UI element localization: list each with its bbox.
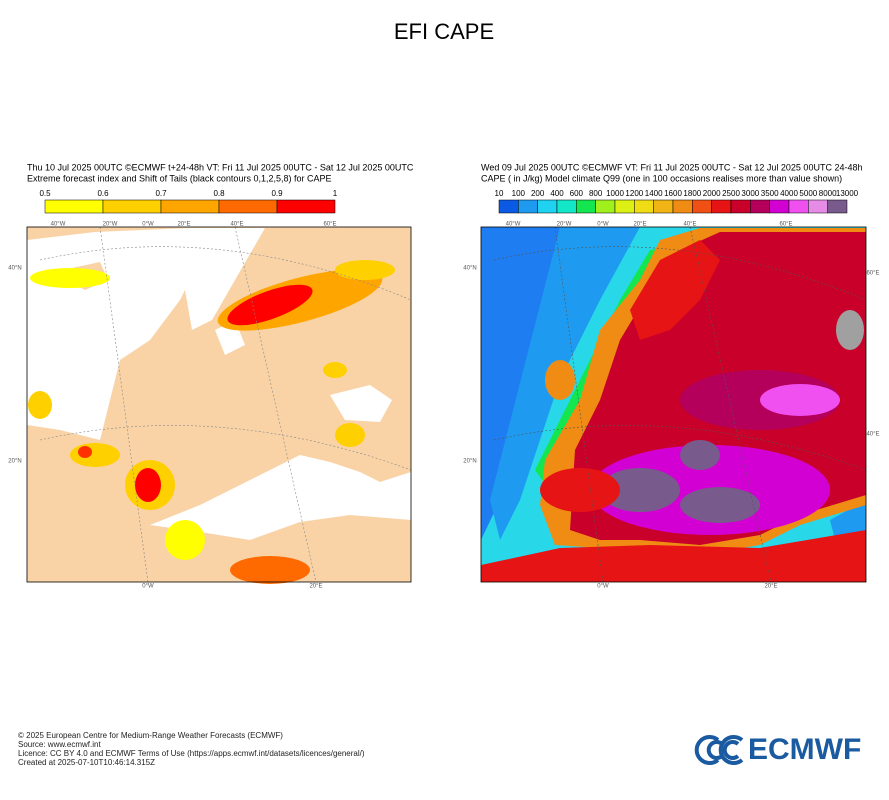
grid-label: 40°N	[463, 266, 476, 272]
colorbar-label: 1400	[645, 189, 663, 198]
colorbar-box	[518, 199, 538, 214]
cape-map	[480, 226, 867, 583]
colorbar-box	[769, 199, 790, 214]
grid-label: 40°E	[230, 222, 243, 228]
colorbar-label: 200	[531, 189, 545, 198]
grid-label: 20°W	[103, 222, 118, 228]
colorbar-label: 100	[512, 189, 526, 198]
colorbar-box	[44, 199, 104, 214]
colorbar-label: 800	[589, 189, 603, 198]
footer-line: © 2025 European Centre for Medium-Range …	[18, 731, 283, 740]
colorbar-box	[498, 199, 519, 214]
colorbar-label: 1600	[664, 189, 682, 198]
colorbar-box	[556, 199, 577, 214]
colorbar-label: 10	[495, 189, 504, 198]
colorbar-label: 1200	[625, 189, 643, 198]
grid-label: 20°W	[557, 222, 572, 228]
colorbar-box	[808, 199, 828, 214]
grid-label: 40°N	[8, 266, 21, 272]
grid-label: 20°E	[764, 584, 777, 590]
colorbar-box	[653, 199, 674, 214]
colorbar-box	[672, 199, 693, 214]
grid-label: 0°W	[142, 222, 154, 228]
colorbar-box	[692, 199, 712, 214]
footer-line: Licence: CC BY 4.0 and ECMWF Terms of Us…	[18, 749, 365, 758]
grid-label: 60°E	[866, 271, 879, 277]
grid-label: 20°E	[633, 222, 646, 228]
grid-label: 0°W	[597, 584, 609, 590]
grid-label: 20°E	[309, 584, 322, 590]
colorbar-label: 0.8	[213, 189, 225, 198]
colorbar-label: 2500	[722, 189, 740, 198]
colorbar-box	[276, 199, 336, 214]
grid-label: 0°W	[142, 584, 154, 590]
grid-label: 40°W	[51, 222, 66, 228]
colorbar-label: 8000	[819, 189, 837, 198]
footer-line: Created at 2025-07-10T10:46:14.315Z	[18, 758, 155, 767]
grid-label: 20°E	[177, 222, 190, 228]
colorbar-box	[218, 199, 278, 214]
colorbar-box	[750, 199, 770, 214]
colorbar-label: 1000	[606, 189, 624, 198]
colorbar-label: 3000	[741, 189, 759, 198]
efi-map	[26, 226, 412, 584]
colorbar-box	[634, 199, 654, 214]
colorbar-label: 0.6	[97, 189, 109, 198]
logo-text: ECMWF	[748, 733, 861, 766]
colorbar-label: 0.5	[39, 189, 51, 198]
panel-header: Thu 10 Jul 2025 00UTC ©ECMWF t+24-48h VT…	[27, 162, 414, 172]
grid-label: 20°N	[463, 459, 476, 465]
colorbar-box	[576, 199, 596, 214]
grid-label: 40°W	[506, 222, 521, 228]
grid-label: 20°N	[8, 459, 21, 465]
colorbar-label: 2000	[703, 189, 721, 198]
panel-header: CAPE ( in J/kg) Model climate Q99 (one i…	[481, 173, 842, 183]
colorbar-label: 600	[570, 189, 584, 198]
colorbar-label: 1	[333, 189, 338, 198]
colorbar-label: 0.9	[271, 189, 283, 198]
grid-label: 40°E	[683, 222, 696, 228]
grid-label: 40°E	[866, 432, 879, 438]
colorbar-label: 0.7	[155, 189, 167, 198]
colorbar-box	[730, 199, 751, 214]
colorbar-label: 4000	[780, 189, 798, 198]
colorbar-box	[160, 199, 220, 214]
colorbar-label: 1800	[683, 189, 701, 198]
grid-label: 60°E	[323, 222, 336, 228]
colorbar-box	[827, 199, 848, 214]
footer-line: Source: www.ecmwf.int	[18, 740, 101, 749]
colorbar-box	[595, 199, 616, 214]
colorbar-label: 400	[550, 189, 564, 198]
colorbar-box	[102, 199, 162, 214]
colorbar-box	[537, 199, 558, 214]
colorbar-box	[614, 199, 635, 214]
panel-header: Wed 09 Jul 2025 00UTC ©ECMWF VT: Fri 11 …	[481, 162, 862, 172]
colorbar-label: 5000	[799, 189, 817, 198]
ecmwf-logo: ECMWF	[694, 733, 861, 766]
colorbar-label: 13000	[836, 189, 859, 198]
colorbar-label: 3500	[761, 189, 779, 198]
colorbar-box	[788, 199, 809, 214]
grid-label: 0°W	[597, 222, 609, 228]
colorbar-box	[711, 199, 732, 214]
grid-label: 60°E	[779, 222, 792, 228]
title: EFI CAPE	[394, 19, 494, 44]
panel-header: Extreme forecast index and Shift of Tail…	[27, 173, 331, 183]
